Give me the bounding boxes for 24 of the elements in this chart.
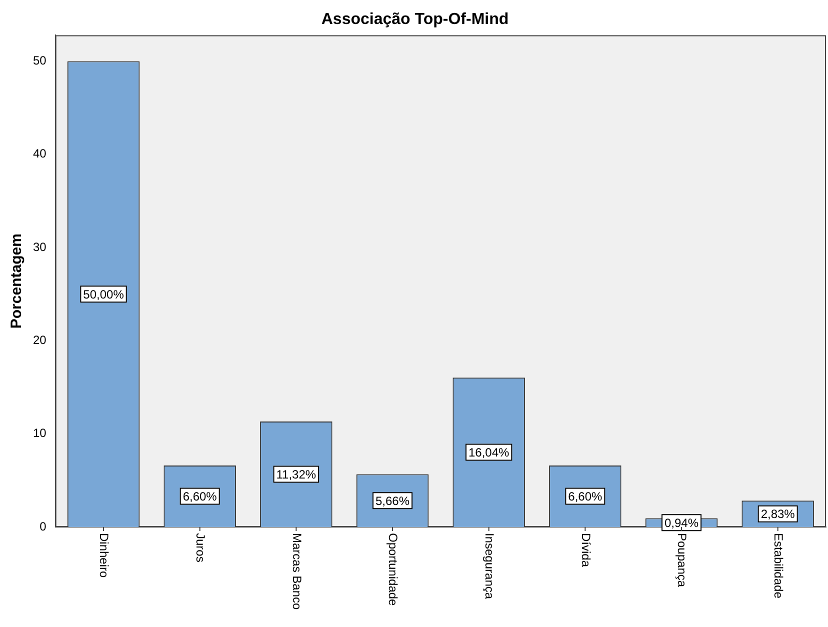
chart-title: Associação Top-Of-Mind <box>321 11 509 28</box>
x-tick-label: Estabilidade <box>772 533 786 599</box>
y-tick-label: 50 <box>32 54 47 68</box>
data-label: 0,94% <box>664 516 699 530</box>
data-label: 50,00% <box>83 287 124 302</box>
data-label: 11,32% <box>276 468 316 482</box>
data-label: 2,83% <box>760 507 796 522</box>
data-label: 5,66% <box>375 494 410 508</box>
x-tick-label: Poupança <box>675 533 690 588</box>
x-tick-label: Dívida <box>578 533 593 568</box>
y-tick-label: 20 <box>32 333 47 348</box>
y-tick-label: 30 <box>32 240 47 254</box>
data-label: 6,60% <box>182 490 218 504</box>
y-tick-label: 40 <box>32 146 47 161</box>
x-tick-label: Insegurança <box>482 533 497 600</box>
y-tick-label: 10 <box>32 426 47 440</box>
x-tick-label: Oportunidade <box>386 533 400 606</box>
x-tick-label: Dinheiro <box>97 533 112 578</box>
data-label: 6,60% <box>568 490 603 504</box>
x-tick-label: Juros <box>194 533 208 562</box>
x-tick-label: Marcas Banco <box>290 533 304 610</box>
y-axis-title: Porcentagem <box>8 234 26 329</box>
y-tick-label: 0 <box>40 519 47 534</box>
data-label: 16,04% <box>468 446 510 460</box>
